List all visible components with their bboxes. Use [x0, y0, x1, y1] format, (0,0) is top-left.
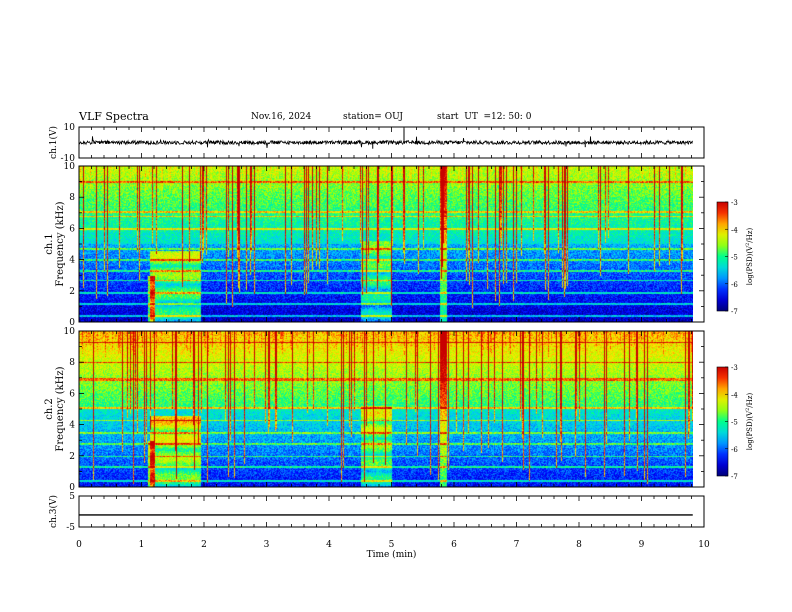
ch3-waveform-ytick-label: -5	[66, 523, 75, 533]
ch1-spectrogram-image	[79, 166, 693, 322]
colorbar-label-suffix: /Hz)	[746, 393, 754, 408]
colorbar-label-prefix: log(PSD)(V	[746, 410, 754, 450]
ch2-spectrogram-colorbar-tick-label: -7	[731, 473, 738, 481]
figure-title: VLF Spectra	[79, 110, 149, 123]
xtick-label: 6	[451, 540, 457, 550]
station-label: station= OUJ	[343, 112, 404, 122]
xtick-label: 0	[76, 540, 82, 550]
xtick-label: 4	[326, 540, 332, 550]
ch1-spectrogram-colorbar-tick-label: -4	[731, 226, 738, 234]
xtick-label: 8	[576, 540, 582, 550]
ch3-waveform-ylabel-text: ch.3(V)	[48, 495, 59, 528]
xtick-label: 10	[698, 540, 710, 550]
xtick-label: 7	[514, 540, 520, 550]
colorbar-label-sup: 2	[745, 408, 751, 411]
ch2-spectrogram-colorbar-label-text: log(PSD)(V2/Hz)	[745, 393, 754, 451]
ch2-spectrogram-colorbar-tick-label: -5	[731, 419, 738, 427]
ch2-spectrogram-ytick-label: 2	[69, 452, 75, 462]
colorbar-label-suffix: /Hz)	[746, 228, 754, 243]
ch1-waveform-ylabel-text: ch.1(V)	[48, 126, 59, 159]
ch3-waveform-ylabel: ch.3(V)	[48, 495, 59, 528]
ch1-spectrogram-colorbar-tick-label: -5	[731, 254, 738, 262]
ch1-spectrogram-colorbar-tick-label: -7	[731, 308, 738, 316]
ch1-spectrogram-ytick-label: 2	[69, 287, 75, 297]
ch2-spectrogram-colorbar-label: log(PSD)(V2/Hz)	[745, 393, 754, 451]
ch1-spectrogram-ytick-label: 4	[69, 256, 75, 266]
ch1-waveform-ytick-label: 10	[64, 123, 76, 133]
ch1-waveform-ytick-label: -10	[61, 154, 76, 164]
ch1-spectrogram-colorbar-tick-label: -6	[731, 281, 738, 289]
xtick-label: 9	[639, 540, 645, 550]
ch1-spectrogram-colorbar-label: log(PSD)(V2/Hz)	[745, 228, 754, 286]
xtick-label: 5	[389, 540, 395, 550]
ch1-spectrogram-colorbar-tick-label: -3	[731, 199, 738, 207]
ch2-spectrogram-ylabel: ch.2 Frequency (kHz)	[44, 366, 66, 451]
ch2-spectrogram-colorbar-tick-label: -3	[731, 364, 738, 372]
xtick-label: 2	[201, 540, 207, 550]
ch2-spectrogram-ytick-label: 0	[69, 483, 75, 493]
ch1-spectrogram-ylabel-channel: ch.1	[44, 233, 55, 255]
ch1-spectrogram-ytick-label: 8	[69, 193, 75, 203]
xtick-label: 1	[139, 540, 145, 550]
ch1-spectrogram-ytick-label: 6	[69, 224, 75, 234]
ch2-spectrogram-ytick-label: 10	[64, 327, 76, 337]
colorbar-label-prefix: log(PSD)(V	[746, 245, 754, 285]
ch2-spectrogram-colorbar-tick-label: -6	[731, 446, 738, 454]
colorbar-label-sup: 2	[745, 243, 751, 246]
ch1-spectrogram-ylabel-frequency: Frequency (kHz)	[55, 201, 66, 286]
ch2-spectrogram-image	[79, 331, 693, 487]
ch1-waveform-line	[78, 136, 693, 148]
start-ut-label: start UT =	[437, 112, 492, 122]
ch2-spectrogram-ytick-label: 4	[69, 421, 75, 431]
ch1-spectrogram-colorbar-label-text: log(PSD)(V2/Hz)	[745, 228, 754, 286]
ch2-spectrogram-ytick-label: 6	[69, 389, 75, 399]
ch1-waveform-ylabel: ch.1(V)	[48, 126, 59, 159]
ch1-spectrogram-ylabel: ch.1 Frequency (kHz)	[44, 201, 66, 286]
ch2-spectrogram-ylabel-frequency: Frequency (kHz)	[55, 366, 66, 451]
ch2-spectrogram-ytick-label: 8	[69, 358, 75, 368]
ch2-spectrogram-ylabel-channel: ch.2	[44, 398, 55, 420]
start-ut-value: 12: 50: 0	[491, 112, 532, 122]
ch1-spectrogram-ytick-label: 0	[69, 318, 75, 328]
date-label: Nov.16, 2024	[251, 112, 312, 122]
xaxis-label: Time (min)	[367, 549, 417, 560]
ch3-waveform-ytick-label: 5	[69, 492, 75, 502]
ch2-spectrogram-colorbar-tick-label: -4	[731, 391, 738, 399]
xtick-label: 3	[264, 540, 270, 550]
ch1-spectrogram-ytick-label: 10	[64, 162, 76, 172]
